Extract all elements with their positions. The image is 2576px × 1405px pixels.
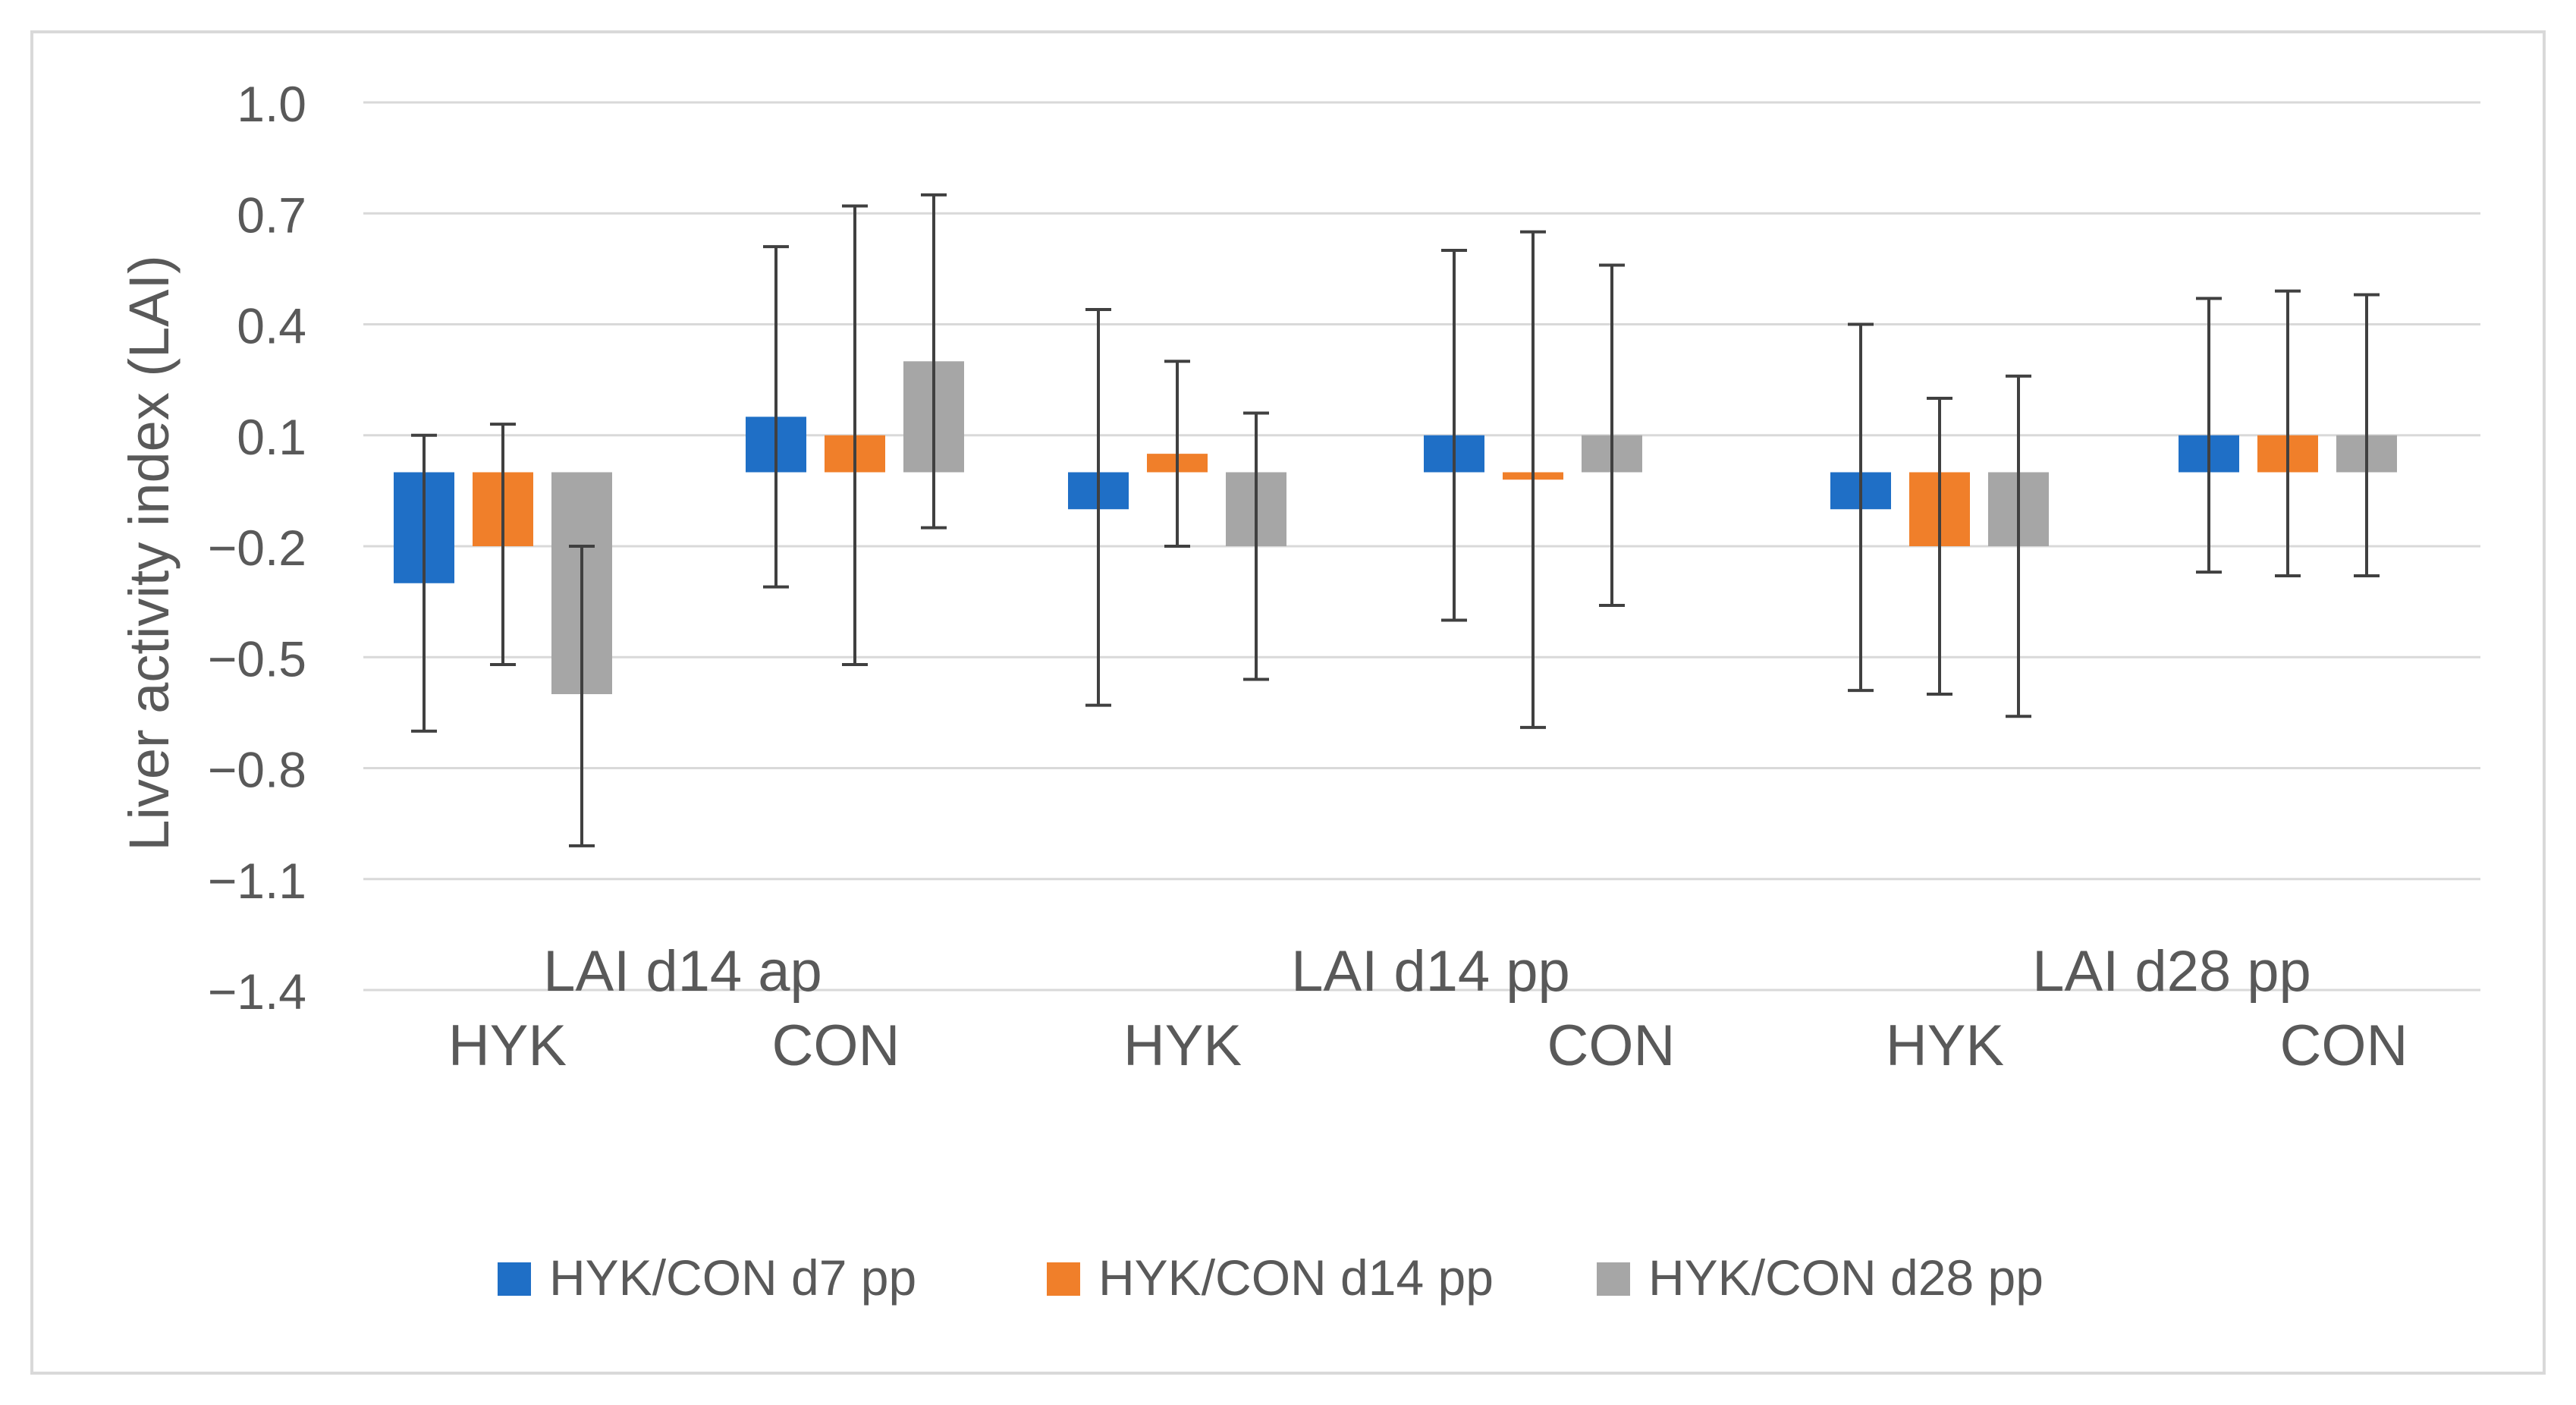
- category-label: HYK: [448, 1014, 567, 1078]
- error-bar: [411, 433, 437, 733]
- error-bar: [2354, 293, 2380, 577]
- error-bar: [1927, 397, 1952, 696]
- y-tick-label: 0.4: [237, 298, 306, 354]
- error-bar: [1164, 360, 1190, 548]
- error-bar: [490, 423, 516, 666]
- gridlines: [363, 101, 2480, 992]
- legend: HYK/CON d7 pp HYK/CON d14 pp HYK/CON d28 p…: [498, 1249, 2044, 1306]
- y-axis-label: Liver activity index (LAI): [118, 255, 181, 851]
- legend-label: HYK/CON d14 pp: [1098, 1249, 1494, 1306]
- y-tick-labels: 1.0 0.7 0.4 0.1 −0.2 −0.5 −0.8 −1.1 −1.4: [208, 76, 306, 1020]
- legend-label: HYK/CON d28 pp: [1648, 1249, 2044, 1306]
- error-bar: [1085, 308, 1111, 707]
- error-bar: [842, 204, 868, 666]
- error-bar: [2006, 374, 2031, 718]
- y-tick-label: −1.4: [208, 963, 306, 1020]
- legend-swatch: [498, 1262, 531, 1296]
- panel-label: LAI d14 pp: [1291, 939, 1570, 1004]
- legend-label: HYK/CON d7 pp: [549, 1249, 916, 1306]
- bars: [394, 361, 2397, 694]
- error-bar: [2275, 289, 2301, 577]
- legend-item: HYK/CON d14 pp: [1047, 1249, 1494, 1306]
- error-bar: [1599, 263, 1625, 607]
- error-bar: [2196, 297, 2222, 574]
- chart-frame: 1.0 0.7 0.4 0.1 −0.2 −0.5 −0.8 −1.1 −1.4 Liver a…: [30, 30, 2546, 1375]
- legend-item: HYK/CON d7 pp: [498, 1249, 916, 1306]
- error-bar: [569, 545, 595, 847]
- error-bar: [1848, 322, 1874, 693]
- category-label: HYK: [1123, 1014, 1242, 1078]
- y-tick-label: 1.0: [237, 76, 306, 132]
- error-bar: [1243, 411, 1269, 681]
- y-tick-label: −0.5: [208, 630, 306, 687]
- category-label: CON: [2280, 1014, 2408, 1078]
- panel-label: LAI d28 pp: [2032, 939, 2311, 1004]
- error-bar: [1441, 249, 1467, 622]
- legend-swatch: [1597, 1262, 1630, 1296]
- y-tick-label: −0.8: [208, 742, 306, 798]
- error-bar: [1520, 230, 1546, 729]
- y-tick-label: −0.2: [208, 520, 306, 576]
- category-label: HYK: [1886, 1014, 2004, 1078]
- chart-canvas: 1.0 0.7 0.4 0.1 −0.2 −0.5 −0.8 −1.1 −1.4 Liver a…: [118, 76, 2480, 1306]
- error-bars: [411, 193, 2380, 847]
- legend-item: HYK/CON d28 pp: [1597, 1249, 2044, 1306]
- error-bar: [921, 193, 947, 530]
- category-label: CON: [1547, 1014, 1676, 1078]
- panel-label: LAI d14 ap: [543, 939, 822, 1004]
- y-tick-label: −1.1: [208, 853, 306, 909]
- legend-swatch: [1047, 1262, 1080, 1296]
- error-bar: [763, 245, 789, 589]
- x-axis-labels: LAI d14 ap LAI d14 pp LAI d28 pp HYK CON HYK C…: [448, 939, 2408, 1078]
- category-label: CON: [772, 1014, 900, 1078]
- y-tick-label: 0.1: [237, 409, 306, 465]
- y-tick-label: 0.7: [237, 187, 306, 243]
